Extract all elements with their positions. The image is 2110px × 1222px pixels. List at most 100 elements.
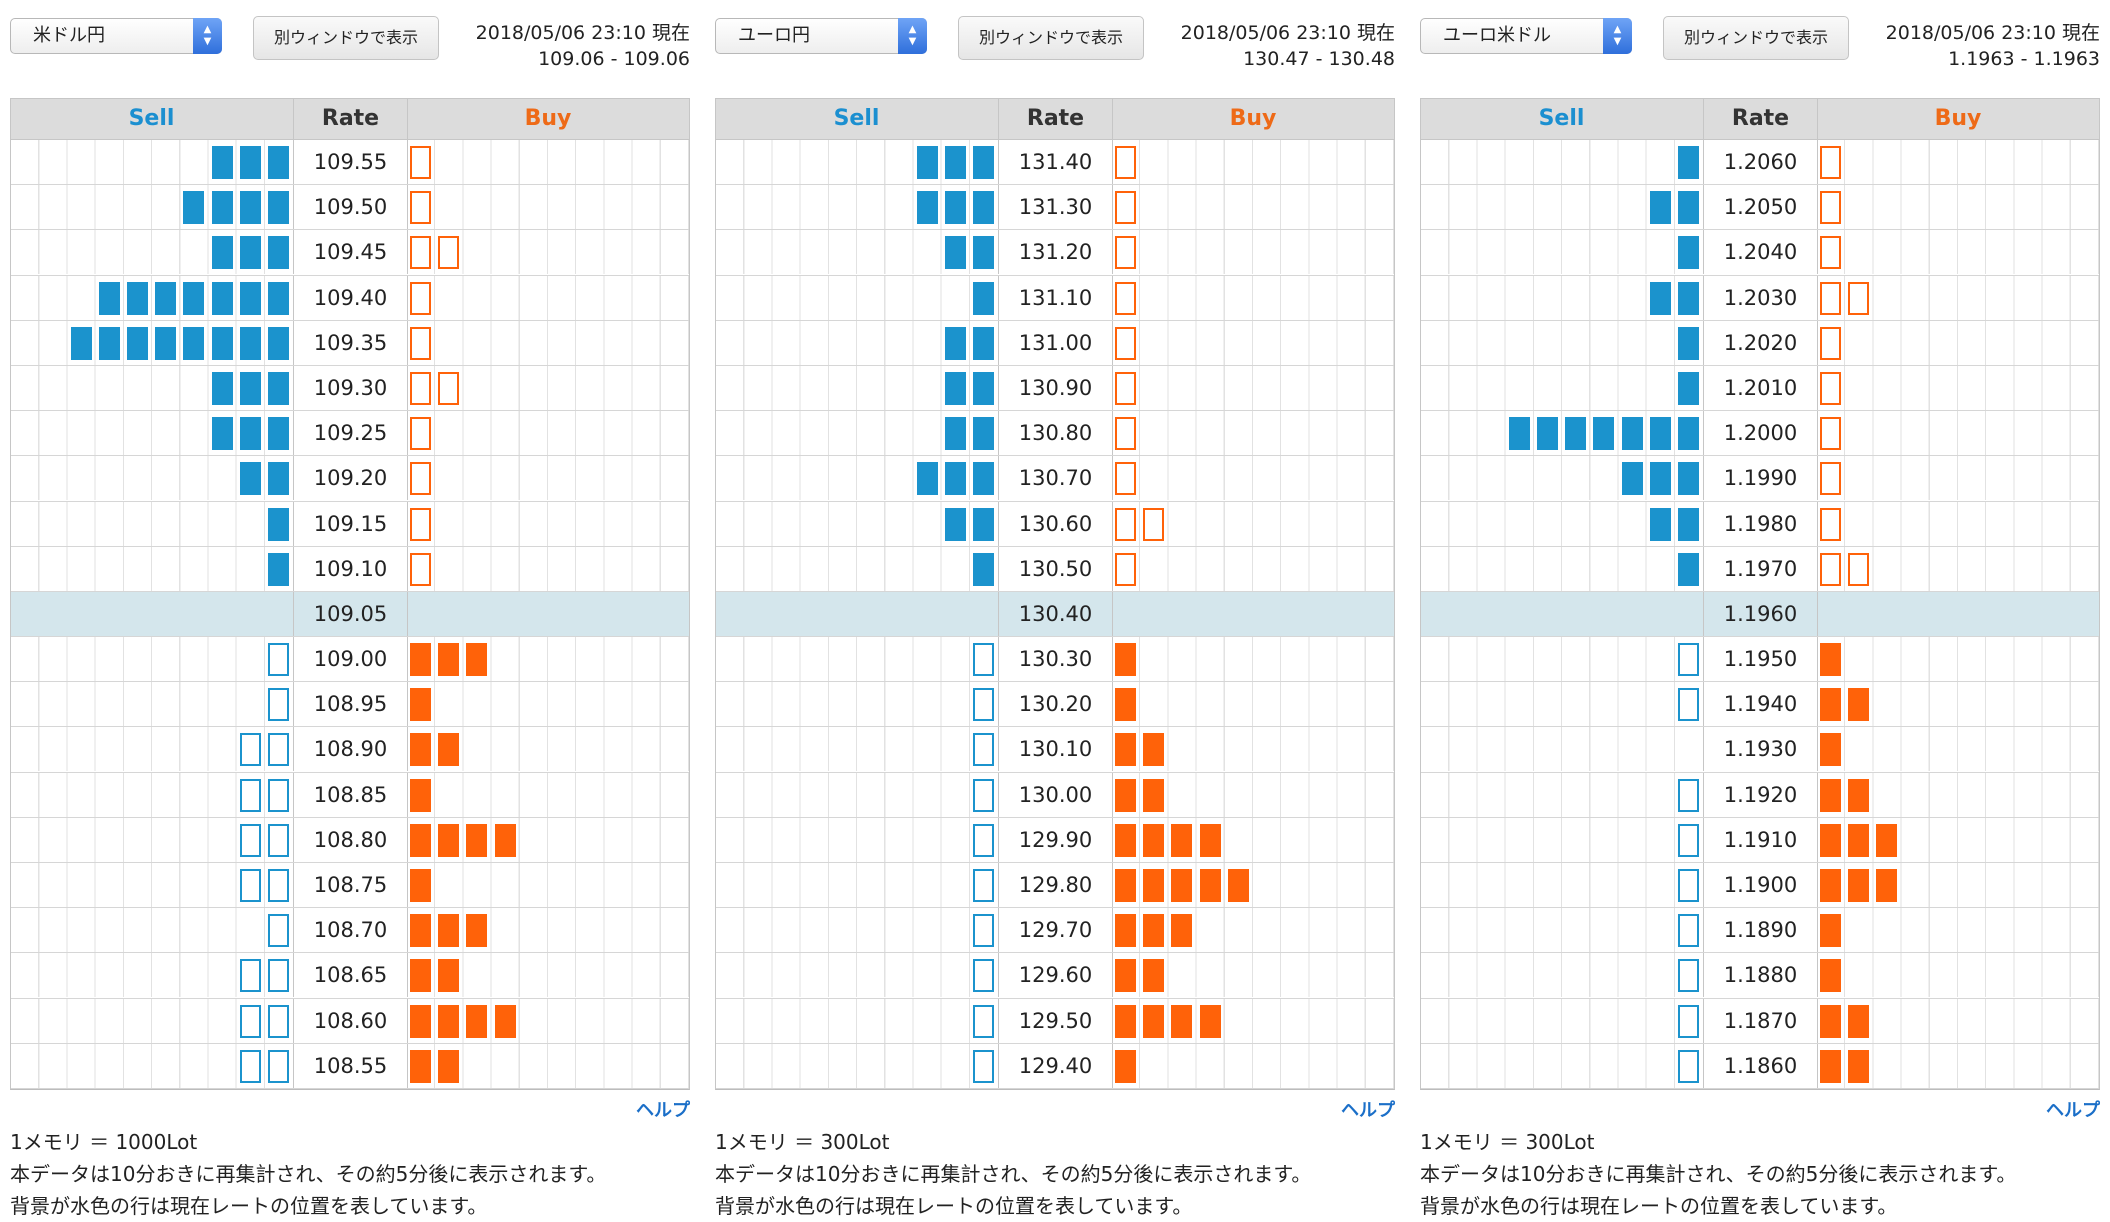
buy-position-block: [1848, 552, 1870, 586]
sell-position-block: [239, 823, 261, 857]
rate-value: 130.70: [998, 456, 1113, 501]
open-window-button[interactable]: 別ウィンドウで表示: [253, 16, 439, 60]
table-row: 1.1950: [1421, 637, 2099, 683]
sell-cell: [716, 275, 997, 320]
currency-pair-value: ユーロ米ドル: [1443, 25, 1551, 46]
buy-cell: [407, 140, 689, 184]
buy-position-block: [410, 236, 431, 270]
rate-value: 1.2060: [1703, 140, 1818, 184]
table-row: 130.50: [716, 546, 1394, 592]
order-book-panel: ユーロ円 ▲ ▼ 別ウィンドウで表示 2018/05/06 23:10 現在 130.47…: [715, 0, 1395, 1220]
buy-order-block: [1143, 869, 1165, 902]
buy-cell: [1817, 998, 2099, 1043]
rate-timestamp-block: 2018/05/06 23:10 現在 1.1963 - 1.1963: [1886, 20, 2100, 72]
sell-position-block: [1678, 643, 1699, 677]
rate-value: 108.65: [293, 953, 408, 998]
sell-cell: [11, 320, 292, 365]
buy-order-block: [410, 688, 431, 722]
sell-order-block: [239, 146, 261, 179]
sell-cell: [716, 953, 997, 998]
buy-order-block: [1143, 733, 1165, 767]
table-row: 1.1970: [1421, 546, 2099, 592]
rate-value: 130.90: [998, 365, 1113, 410]
order-book-table: Sell Rate Buy 131.40 131.30 131.20 131.10 131.0…: [715, 98, 1395, 1090]
currency-pair-value: ユーロ円: [738, 25, 810, 46]
buy-order-block: [1848, 688, 1870, 722]
sell-cell: [11, 411, 292, 456]
buy-cell: [407, 772, 689, 817]
rate-value: 1.2000: [1703, 411, 1818, 456]
sell-cell: [716, 185, 997, 230]
sell-position-block: [239, 959, 261, 993]
rate-value: 1.2030: [1703, 275, 1818, 320]
sell-cell: [1421, 727, 1702, 772]
table-row: 130.90: [716, 365, 1394, 412]
buy-order-block: [410, 1004, 431, 1038]
sell-order-block: [944, 417, 966, 451]
rate-value: 1.1860: [1703, 1043, 1818, 1088]
sell-cell: [11, 772, 292, 817]
sell-order-block: [268, 326, 289, 360]
sell-position-block: [1678, 1049, 1699, 1083]
sell-order-block: [155, 281, 177, 315]
sell-position-block: [973, 959, 994, 993]
buy-cell: [407, 592, 689, 636]
help-link[interactable]: ヘルプ: [2046, 1100, 2100, 1121]
sell-position-block: [973, 733, 994, 767]
sell-order-block: [268, 371, 289, 405]
sell-order-block: [98, 326, 120, 360]
buy-order-block: [1115, 914, 1136, 948]
rate-value: 130.50: [998, 546, 1113, 591]
buy-order-block: [1820, 643, 1841, 677]
sell-cell: [1421, 592, 1702, 636]
lot-unit-note: 1メモリ ＝ 300Lot: [715, 1130, 890, 1154]
sell-position-block: [1678, 688, 1699, 722]
sell-order-block: [944, 507, 966, 541]
sell-cell: [11, 185, 292, 230]
help-link[interactable]: ヘルプ: [636, 1100, 690, 1121]
buy-cell: [407, 953, 689, 998]
open-window-button[interactable]: 別ウィンドウで表示: [958, 16, 1144, 60]
sell-cell: [716, 772, 997, 817]
sell-cell: [1421, 637, 1702, 682]
rate-value: 1.1950: [1703, 637, 1818, 682]
buy-cell: [1112, 275, 1394, 320]
table-row: 1.1860: [1421, 1043, 2099, 1089]
sell-order-block: [211, 281, 233, 315]
rate-value: 130.20: [998, 682, 1113, 727]
help-link[interactable]: ヘルプ: [1341, 1100, 1395, 1121]
buy-cell: [1112, 637, 1394, 682]
currency-pair-select[interactable]: 米ドル円 ▲ ▼: [10, 18, 222, 54]
buy-position-block: [1820, 281, 1841, 315]
table-row: 1.1930: [1421, 727, 2099, 773]
sell-cell: [716, 637, 997, 682]
sell-order-block: [1678, 281, 1699, 315]
sell-order-block: [155, 326, 177, 360]
rate-header: Rate: [1703, 99, 1818, 139]
rate-value: 1.1880: [1703, 953, 1818, 998]
buy-cell: [1817, 320, 2099, 365]
up-down-chevron-icon: ▲ ▼: [1603, 18, 1632, 54]
buy-cell: [1817, 637, 2099, 682]
sell-order-block: [1678, 371, 1699, 405]
sell-order-block: [1678, 236, 1699, 270]
sell-cell: [716, 456, 997, 501]
sell-order-block: [1508, 417, 1530, 451]
sell-position-block: [239, 869, 261, 902]
buy-position-block: [410, 462, 431, 496]
currency-pair-select[interactable]: ユーロ円 ▲ ▼: [715, 18, 927, 54]
buy-cell: [1817, 546, 2099, 591]
rate-value: 131.40: [998, 140, 1113, 184]
sell-order-block: [1593, 417, 1615, 451]
table-row: 108.80: [11, 817, 689, 863]
sell-order-block: [973, 326, 994, 360]
buy-order-block: [438, 914, 460, 948]
sell-order-block: [944, 326, 966, 360]
currency-pair-select[interactable]: ユーロ米ドル ▲ ▼: [1420, 18, 1632, 54]
buy-cell: [1817, 592, 2099, 636]
sell-order-block: [268, 191, 289, 225]
sell-order-block: [1678, 191, 1699, 225]
table-row: 108.75: [11, 863, 689, 909]
open-window-button[interactable]: 別ウィンドウで表示: [1663, 16, 1849, 60]
sell-order-block: [916, 191, 938, 225]
